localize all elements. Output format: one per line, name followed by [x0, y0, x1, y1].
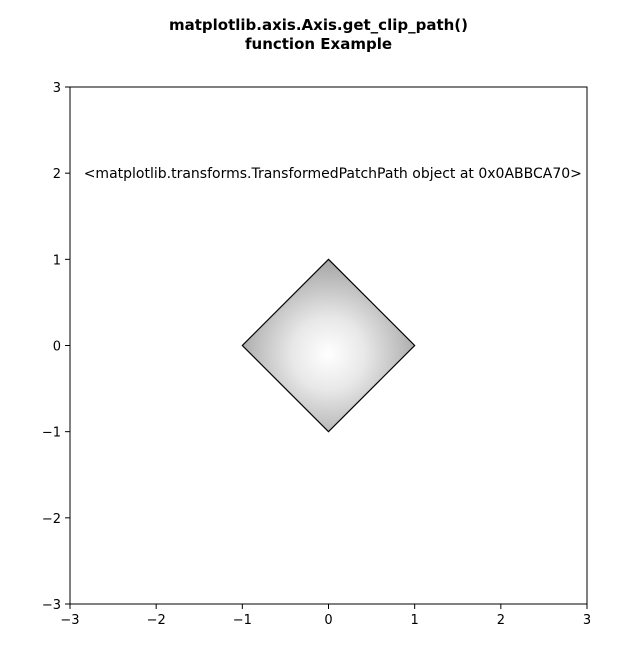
- x-tick-label: 3: [583, 613, 591, 628]
- clipped-image: [242, 259, 415, 432]
- chart-title-line-1: matplotlib.axis.Axis.get_clip_path(): [168, 16, 469, 34]
- y-tick-label: −1: [42, 426, 61, 441]
- clip-path-outline: [241, 258, 416, 433]
- x-tick-label: −2: [147, 613, 166, 628]
- x-tick-label: 1: [411, 613, 419, 628]
- y-tick-label: −3: [42, 598, 61, 613]
- x-tick-label: 2: [497, 613, 505, 628]
- y-tick-label: 1: [53, 253, 61, 268]
- annotation-text: <matplotlib.transforms.TransformedPatchP…: [84, 166, 582, 182]
- y-tick-label: −2: [42, 512, 61, 527]
- chart-title-line-2: function Example: [244, 35, 393, 53]
- x-tick-label: −1: [233, 613, 252, 628]
- x-tick-label: −3: [60, 613, 79, 628]
- plot-area: −3 −2 −1 0 1 2 3 −3 −2 −1 0 1 2 3 <matplotlib.transfor…: [42, 81, 591, 628]
- x-tick-label: 0: [324, 613, 332, 628]
- y-tick-label: 2: [53, 167, 61, 182]
- y-tick-label: 3: [53, 81, 61, 96]
- y-tick-label: 0: [53, 340, 61, 355]
